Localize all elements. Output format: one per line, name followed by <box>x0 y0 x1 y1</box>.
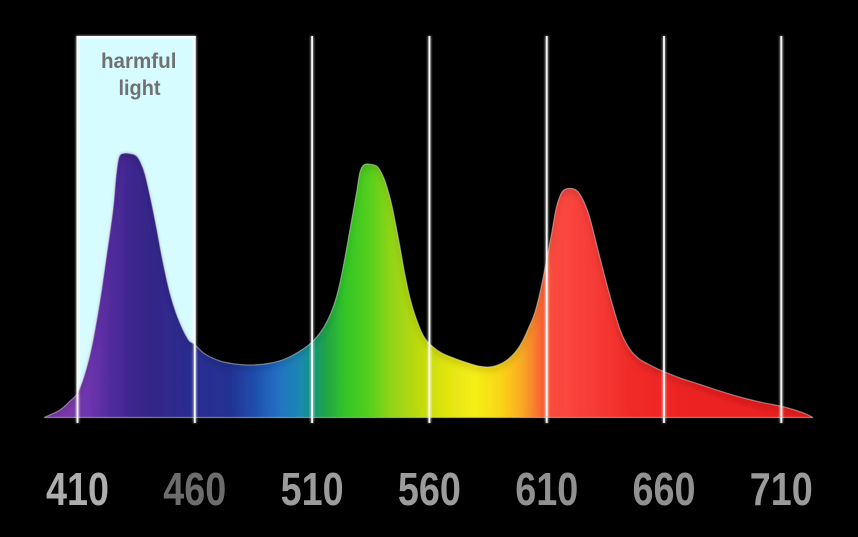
svg-text:610: 610 <box>515 463 578 515</box>
svg-text:660: 660 <box>633 463 696 515</box>
svg-text:710: 710 <box>750 463 813 515</box>
svg-text:460: 460 <box>163 463 226 515</box>
svg-text:510: 510 <box>281 463 344 515</box>
svg-text:harmful: harmful <box>101 49 177 73</box>
svg-text:410: 410 <box>46 463 109 515</box>
svg-text:560: 560 <box>398 463 461 515</box>
svg-text:light: light <box>119 76 161 100</box>
